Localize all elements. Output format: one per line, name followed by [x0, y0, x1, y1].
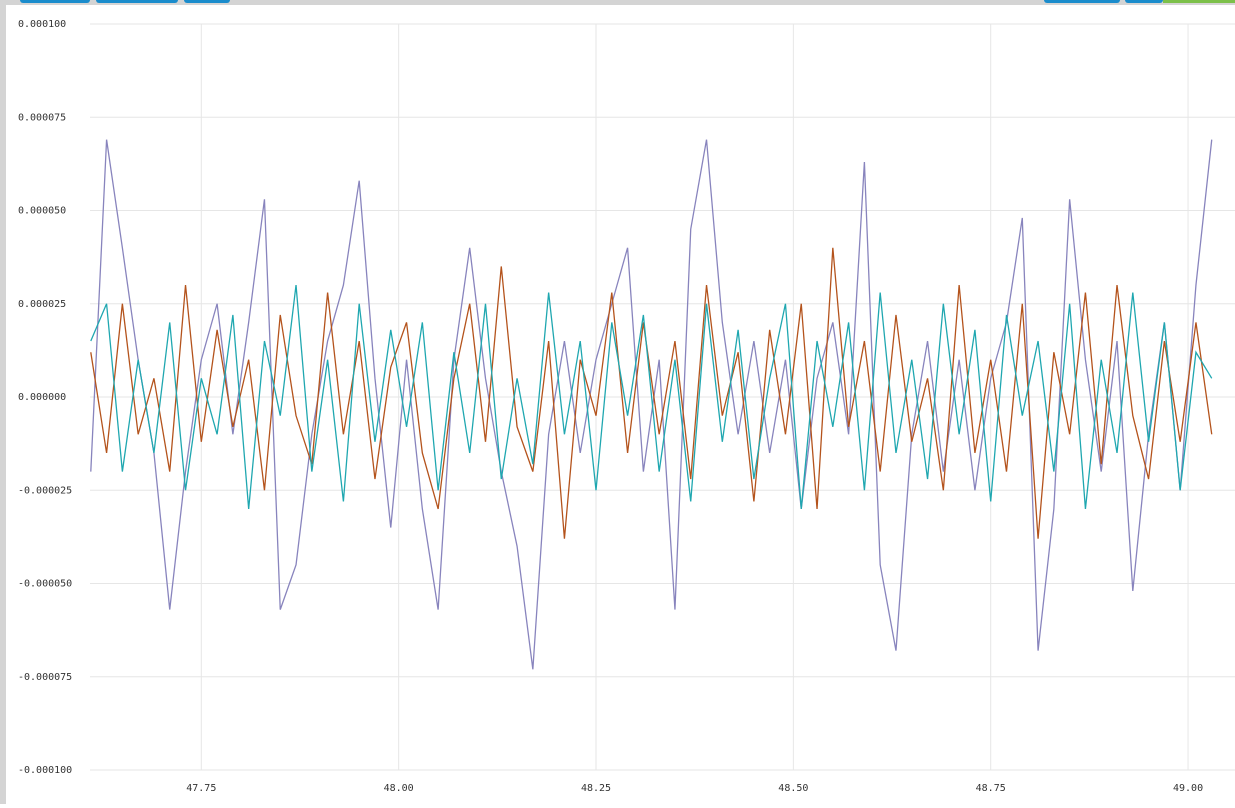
- y-tick-label: -0.000075: [18, 672, 72, 683]
- y-tick-label: 0.000025: [18, 299, 66, 310]
- series-line: [90, 247, 1213, 539]
- x-tick-label: 48.50: [778, 783, 808, 794]
- button[interactable]: [20, 0, 90, 3]
- series-line: [90, 139, 1213, 670]
- button[interactable]: [96, 0, 178, 3]
- y-tick-label: -0.000100: [18, 765, 72, 776]
- y-tick-label: 0.000075: [18, 112, 66, 123]
- y-tick-label: -0.000025: [18, 485, 72, 496]
- x-tick-label: 48.75: [976, 783, 1006, 794]
- x-tick-label: 49.00: [1173, 783, 1203, 794]
- y-tick-label: 0.000000: [18, 392, 66, 403]
- button[interactable]: [1125, 0, 1163, 3]
- button[interactable]: [1163, 0, 1235, 3]
- y-tick-label: 0.000100: [18, 19, 66, 30]
- x-tick-label: 48.25: [581, 783, 611, 794]
- y-tick-label: -0.000050: [18, 579, 72, 590]
- series-line: [90, 285, 1213, 509]
- y-tick-label: 0.000050: [18, 206, 66, 217]
- x-tick-label: 47.75: [186, 783, 216, 794]
- button[interactable]: [184, 0, 230, 3]
- top-strip: [0, 0, 1235, 5]
- left-strip: [0, 0, 6, 804]
- button[interactable]: [1044, 0, 1120, 3]
- x-tick-label: 48.00: [384, 783, 414, 794]
